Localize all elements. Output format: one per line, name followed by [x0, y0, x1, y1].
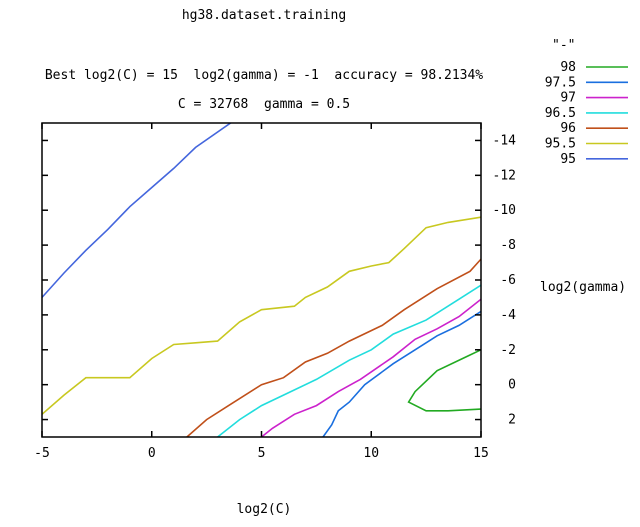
- contour-line-95.5: [42, 216, 481, 415]
- legend-label-95.5: 95.5: [545, 137, 576, 152]
- legend-label-96.5: 96.5: [545, 106, 576, 121]
- legend-label-98: 98: [560, 60, 576, 75]
- legend-label-97.5: 97.5: [545, 75, 576, 90]
- y-tick-label: 0: [508, 378, 516, 393]
- y-tick-label: -2: [500, 343, 516, 358]
- legend-label-95: 95: [560, 152, 576, 167]
- legend-label-96: 96: [560, 121, 576, 136]
- y-tick-label: 2: [508, 413, 516, 428]
- x-tick-label: 15: [473, 446, 489, 461]
- contour-line-97.5: [322, 310, 481, 437]
- contour-line-96.5: [217, 284, 481, 437]
- y-tick-label: -10: [493, 203, 516, 218]
- legend-title: "-": [552, 38, 576, 53]
- chart-subtitle-best: Best log2(C) = 15 log2(gamma) = -1 accur…: [44, 68, 484, 83]
- chart-title: hg38.dataset.training: [181, 8, 347, 23]
- y-tick-label: -12: [493, 168, 516, 183]
- y-tick-label: -8: [500, 238, 516, 253]
- contour-line-96: [186, 258, 481, 437]
- chart-subtitle-params: C = 32768 gamma = 0.5: [177, 97, 351, 112]
- y-tick-label: -6: [500, 273, 516, 288]
- contour-line-97: [261, 298, 481, 437]
- x-axis-label: log2(C): [236, 502, 292, 517]
- contour-line-98: [407, 349, 481, 412]
- plot-frame: [41, 122, 482, 438]
- y-axis-label: log2(gamma): [540, 280, 627, 295]
- y-tick-label: -4: [500, 308, 516, 323]
- x-tick-label: 5: [258, 446, 266, 461]
- x-tick-label: 10: [363, 446, 379, 461]
- y-tick-label: -14: [493, 133, 517, 148]
- contour-line-95: [42, 123, 232, 298]
- x-tick-label: 0: [148, 446, 156, 461]
- legend-label-97: 97: [560, 91, 576, 106]
- x-tick-label: -5: [34, 446, 50, 461]
